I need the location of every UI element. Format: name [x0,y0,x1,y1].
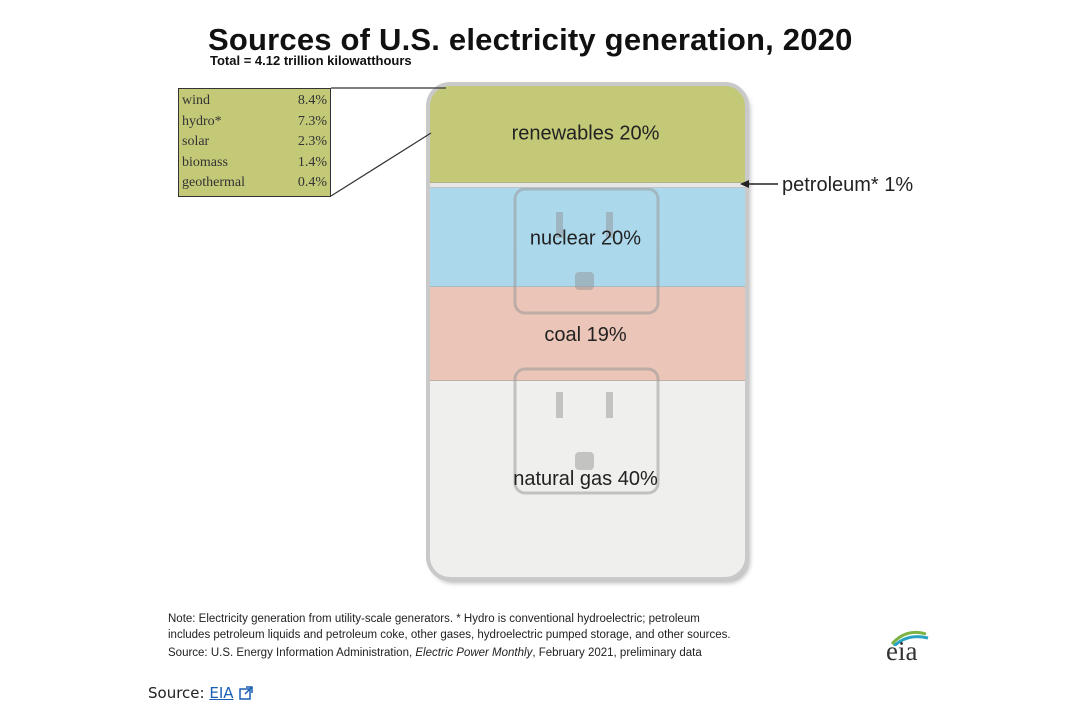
callout-line-bottom [330,132,432,197]
segment-label-coal: coal 19% [544,324,626,346]
segment-renewables [428,84,747,183]
breakdown-row: solar 2.3% [182,132,327,153]
outlet-receptacles [513,187,660,495]
footer-prefix: Source: [148,684,210,702]
note-line-2: includes petroleum liquids and petroleum… [168,629,731,641]
segment-label-natural-gas: natural gas 40% [513,468,658,490]
page-source-footer: Source: EIA [148,684,253,702]
note-source-publication: Electric Power Monthly [415,647,533,659]
breakdown-row: hydro* 7.3% [182,112,327,133]
renewables-breakdown-box: wind 8.4% hydro* 7.3% solar 2.3% biomass 1.4% ge… [178,88,331,197]
note-source-prefix: Source: U.S. Energy Information Administ… [168,647,416,659]
breakdown-source-name: hydro* [182,113,222,129]
segment-label-renewables: renewables 20% [512,123,660,145]
breakdown-source-name: biomass [182,154,228,170]
segment-coal [428,286,747,381]
segment-natural-gas [428,381,747,579]
chart-title: Sources of U.S. electricity generation, … [208,22,853,57]
note-source: Source: U.S. Energy Information Administ… [168,645,888,661]
breakdown-row: biomass 1.4% [182,153,327,174]
eia-logo: eia [884,626,934,666]
breakdown-source-value: 7.3% [297,113,327,129]
petroleum-arrowhead [740,180,749,188]
breakdown-row: wind 8.4% [182,91,327,112]
segment-label-nuclear: nuclear 20% [530,227,641,249]
breakdown-row: geothermal 0.4% [182,173,327,194]
note-line-1: Note: Electricity generation from utilit… [168,613,700,625]
eia-logo-swoosh-icon [890,630,929,646]
note-source-suffix: , February 2021, preliminary data [532,647,702,659]
breakdown-source-name: geothermal [182,175,245,190]
segment-nuclear [428,187,747,287]
external-link-icon[interactable] [238,686,253,700]
chart-subtitle: Total = 4.12 trillion kilowatthours [210,53,412,68]
footer-eia-link[interactable]: EIA [209,684,234,702]
breakdown-source-value: 1.4% [297,154,327,170]
breakdown-source-value: 8.4% [297,93,327,108]
petroleum-annotation: petroleum* 1% [782,174,914,196]
breakdown-source-value: 2.3% [297,134,327,149]
breakdown-source-name: wind [182,93,210,108]
eia-logo-text: eia [886,636,918,666]
breakdown-source-name: solar [182,134,210,149]
breakdown-source-value: 0.4% [297,175,327,190]
chart-note: Note: Electricity generation from utilit… [168,611,888,661]
segment-petroleum [428,183,747,188]
